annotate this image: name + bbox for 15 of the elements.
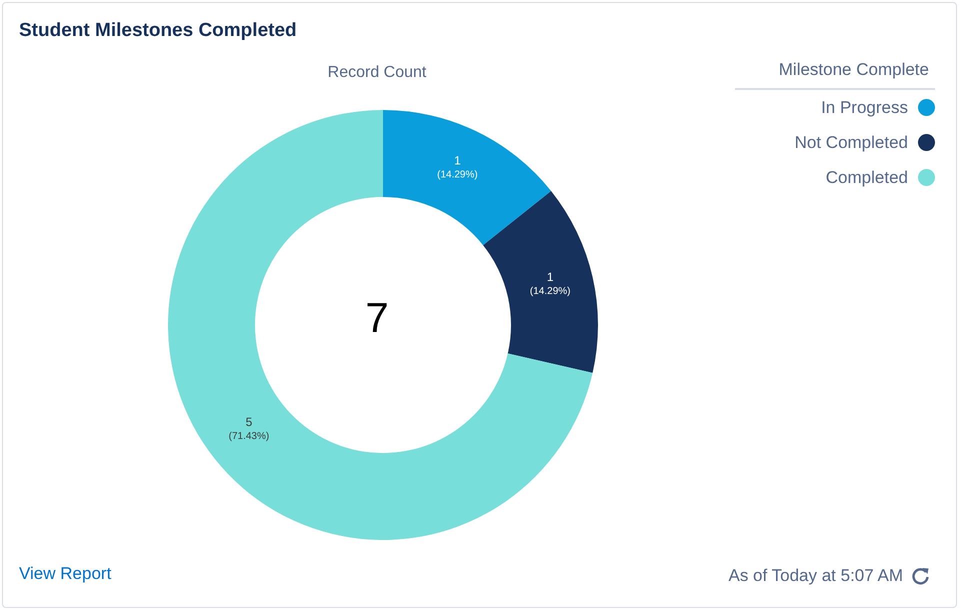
text: View Report [19,564,112,584]
data-label: 1 (14.29%) [530,270,570,297]
chart-subtitle: Record Count [326,64,428,82]
donut-slice [383,110,552,246]
text: As of Today at 5:07 AM [728,566,903,586]
chart-title: Student Milestones Completed [19,20,297,42]
donut-slice [168,110,593,540]
data-label: 5 (71.43%) [228,414,270,442]
legend-label: Completed [826,168,908,188]
legend-label: Not Completed [794,132,908,152]
legend-label: In Progress [821,98,908,118]
data-label: 1 (14.29%) [437,153,478,180]
text: 7 [364,294,390,342]
donut-slice [483,190,598,373]
legend-title: Milestone Complete [735,60,935,90]
